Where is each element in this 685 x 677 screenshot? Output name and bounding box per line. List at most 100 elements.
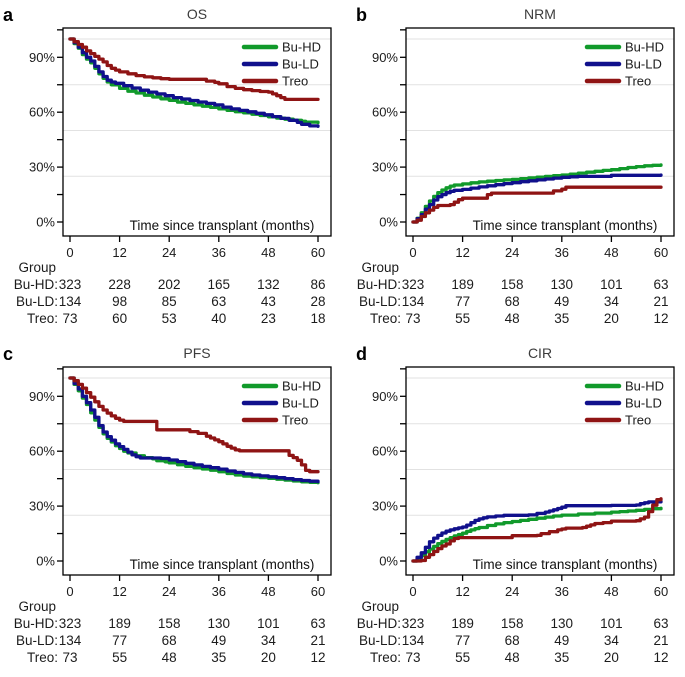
risk-count: 68 [505, 294, 520, 309]
y-tick-label: 0% [36, 215, 55, 230]
risk-count: 55 [455, 650, 470, 665]
km-curve-bu-ld [68, 376, 320, 484]
y-tick-label: 30% [372, 160, 398, 175]
plot-box [405, 366, 675, 576]
x-tick-label: 12 [112, 584, 126, 599]
y-tick-label: 60% [29, 444, 55, 459]
km-curve-bu-hd [411, 163, 663, 224]
legend: Bu-HD Bu-LD Treo [584, 40, 664, 89]
risk-count: 12 [653, 311, 668, 326]
y-tick-label: 90% [29, 50, 55, 65]
risk-count: 21 [653, 633, 668, 648]
risk-count: 20 [604, 311, 619, 326]
legend-label-bu-hd: Bu-HD [625, 40, 664, 55]
legend-label-bu-hd: Bu-HD [282, 379, 321, 394]
risk-count: 35 [554, 311, 569, 326]
risk-row-label: Bu-LD: [359, 633, 401, 648]
axes: 0% 30% 60% 90% 0 12 24 36 48 60 [372, 368, 668, 599]
x-tick-label: 0 [66, 584, 73, 599]
risk-count: 34 [604, 633, 620, 648]
risk-count: 134 [59, 633, 82, 648]
legend: Bu-HD Bu-LD Treo [584, 379, 664, 428]
plot-title-nrm: NRM [524, 6, 556, 22]
x-tick-label: 48 [261, 245, 275, 260]
risk-table-row-bu-ld: Bu-LD: 134 98 85 63 43 28 [16, 294, 326, 309]
risk-count: 63 [653, 616, 668, 631]
risk-count: 134 [59, 294, 82, 309]
risk-table-header: Group [361, 260, 399, 275]
y-tick-label: 60% [29, 105, 55, 120]
risk-count: 63 [211, 294, 226, 309]
panel-letter-b: b [356, 5, 367, 25]
legend-label-bu-hd: Bu-HD [282, 40, 321, 55]
x-tick-label: 48 [604, 584, 618, 599]
risk-table-row-bu-hd: Bu-HD: 323 189 158 130 101 63 [357, 616, 669, 631]
risk-count: 48 [162, 650, 177, 665]
risk-count: 55 [455, 311, 470, 326]
km-curve-bu-ld [68, 37, 320, 128]
risk-count: 130 [551, 616, 574, 631]
y-tick-label: 90% [372, 50, 398, 65]
risk-table-row-treo: Treo: 73 55 48 35 20 12 [370, 311, 669, 326]
risk-count: 323 [59, 616, 82, 631]
risk-count: 63 [653, 277, 668, 292]
km-curves [68, 376, 320, 485]
y-tick-label: 0% [36, 554, 55, 569]
x-tick-label: 0 [409, 584, 416, 599]
risk-count: 60 [112, 311, 127, 326]
risk-row-label: Bu-HD: [14, 277, 58, 292]
risk-row-label: Bu-LD: [359, 294, 401, 309]
y-tick-label: 0% [379, 554, 398, 569]
x-tick-label: 0 [66, 245, 73, 260]
risk-count: 158 [501, 277, 524, 292]
plot-box [405, 27, 675, 237]
risk-count: 101 [257, 616, 280, 631]
y-tick-label: 60% [372, 105, 398, 120]
x-tick-label: 36 [555, 584, 569, 599]
risk-count: 23 [261, 311, 276, 326]
risk-table: Group Bu-HD: 323 189 158 130 101 63 Bu-LD: 134 77 6… [357, 260, 669, 326]
x-tick-label: 48 [261, 584, 275, 599]
legend-label-bu-ld: Bu-LD [625, 396, 662, 411]
risk-row-label: Treo: [370, 311, 401, 326]
km-curve-bu-ld [411, 499, 663, 563]
risk-count: 21 [653, 294, 668, 309]
legend-label-treo: Treo [625, 74, 651, 89]
risk-count: 228 [108, 277, 131, 292]
risk-row-label: Treo: [370, 650, 401, 665]
risk-count: 323 [402, 616, 425, 631]
risk-count: 49 [554, 294, 569, 309]
risk-count: 98 [112, 294, 127, 309]
x-axis-label: Time since transplant (months) [473, 557, 658, 572]
legend-label-bu-ld: Bu-LD [282, 57, 319, 72]
plot-title-cir: CIR [528, 345, 552, 361]
plot-box [62, 27, 332, 237]
y-tick-label: 60% [372, 444, 398, 459]
x-tick-label: 60 [311, 584, 325, 599]
x-tick-label: 48 [604, 245, 618, 260]
risk-row-label: Bu-HD: [357, 277, 401, 292]
km-curves [68, 37, 320, 128]
risk-row-label: Bu-HD: [357, 616, 401, 631]
risk-row-label: Bu-HD: [14, 616, 58, 631]
km-curves [411, 497, 663, 563]
legend: Bu-HD Bu-LD Treo [241, 379, 321, 428]
risk-count: 130 [551, 277, 574, 292]
risk-count: 43 [261, 294, 276, 309]
y-tick-label: 90% [29, 389, 55, 404]
risk-count: 86 [310, 277, 325, 292]
y-tick-label: 90% [372, 389, 398, 404]
risk-table-header: Group [361, 599, 399, 614]
risk-table-row-bu-hd: Bu-HD: 323 189 158 130 101 63 [357, 277, 669, 292]
os-km-chart: a OS 0% 30% 60% 90% 0 12 24 36 48 60 Bu-HD Bu-LD Treo T… [3, 5, 332, 326]
cir-km-chart: d CIR 0% 30% 60% 90% 0 12 24 36 48 60 Bu-HD Bu-LD Treo… [356, 344, 675, 665]
axes: 0% 30% 60% 90% 0 12 24 36 48 60 [372, 29, 668, 260]
panel-d-cir: d CIR 0% 30% 60% 90% 0 12 24 36 48 60 Bu-HD Bu-LD Treo… [343, 339, 685, 677]
panel-b-nrm: b NRM 0% 30% 60% 90% 0 12 24 36 48 60 Bu-HD Bu-LD Treo… [343, 0, 685, 339]
risk-count: 35 [211, 650, 226, 665]
legend-label-treo: Treo [282, 413, 308, 428]
risk-count: 134 [402, 633, 425, 648]
risk-count: 130 [208, 616, 231, 631]
x-axis-label: Time since transplant (months) [473, 218, 658, 233]
risk-count: 20 [261, 650, 276, 665]
